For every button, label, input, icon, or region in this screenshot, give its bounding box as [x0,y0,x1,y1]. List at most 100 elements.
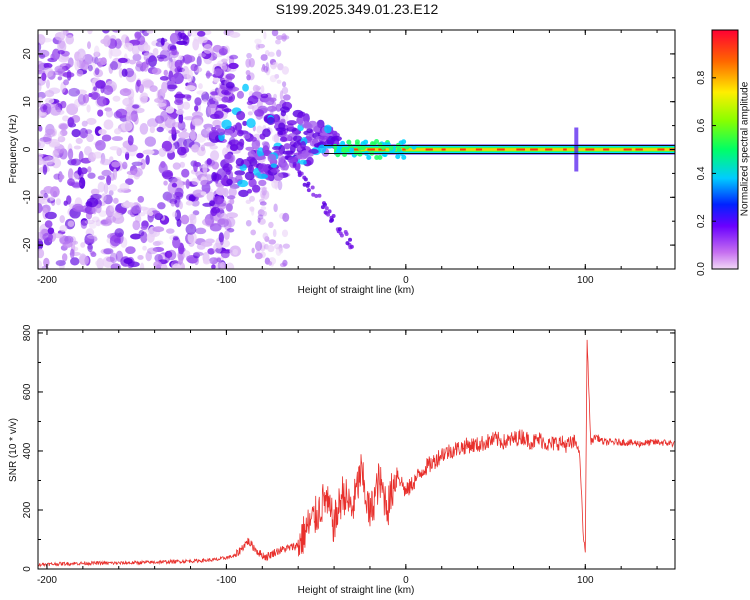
spectral-blob [57,40,67,53]
spectral-blob [100,248,112,255]
colorbar-tick-label: 0.0 [696,262,707,276]
x-tick-label: -200 [37,575,57,586]
spectral-blob [268,51,275,57]
spectral-blob [108,184,118,192]
spectral-blob [268,239,277,245]
spectral-blob [225,262,235,269]
spectral-blob [380,144,386,150]
spectral-blob [38,42,42,52]
y-tick-label: 0 [22,566,33,572]
spectral-blob [222,163,233,173]
spectral-blob [109,146,120,151]
spectral-blob [192,189,205,198]
spectral-blob [97,181,106,193]
spectral-blob [229,198,235,205]
spectral-blob [172,211,178,218]
spectral-blob [81,60,90,71]
spectral-blob [243,133,251,139]
spectral-blob [306,181,311,186]
spectral-blob [123,42,134,50]
spectral-blob [119,182,130,191]
spectral-blob [116,207,127,214]
spectral-blob [245,70,251,76]
spectral-blob [87,172,96,179]
spectral-blob [338,231,343,236]
spectral-blob [217,218,229,228]
spectral-blob [73,145,81,150]
spectral-blob [331,135,342,142]
spectral-blob [296,113,304,119]
spectral-blob [152,241,161,247]
spectral-blob [126,144,138,152]
spectral-blob [275,35,284,41]
spectral-blob [58,131,63,141]
spectral-blob [248,178,257,188]
spectral-blob [270,163,278,168]
spectral-blob [216,257,222,263]
spectral-blob [176,179,183,188]
spectral-blob [51,141,61,147]
spectral-blob [310,185,315,190]
spectral-blob [182,101,191,110]
spectral-blob [38,202,43,214]
spectral-blob [77,94,86,105]
spectral-blob [272,229,277,238]
spectral-blob [91,56,96,64]
spectral-blob [62,115,70,122]
spectral-blob [112,214,125,225]
spectral-blob [135,81,140,93]
spectral-blob [105,109,114,118]
spectral-blob [234,170,246,176]
spectral-blob [110,61,119,71]
spectral-blob [79,167,88,175]
spectral-blob [158,162,168,174]
spectral-blob [244,171,255,181]
spectral-blob [209,200,216,207]
y-tick-label: -10 [22,190,33,205]
carrier-peak [545,148,553,151]
spectral-blob [228,62,239,70]
snr-y-ticks: 0 200 400 600 800 [22,324,675,572]
spectral-blob [152,47,159,56]
spectral-blob [70,158,82,166]
spectral-blob [401,139,407,145]
spectral-blob [282,94,291,101]
spectral-blob [113,128,122,135]
spectral-blob [262,189,270,200]
spectral-blob [232,248,238,256]
spectral-blob [179,161,186,168]
spectral-blob [212,96,222,102]
spectral-blob [96,257,105,269]
spectral-blob [221,96,230,103]
spectral-blob [59,235,72,245]
spectral-blob [105,215,112,226]
spectral-blob [200,179,211,187]
spectral-blob [261,210,268,217]
carrier-peak [516,148,525,151]
spectral-blob [246,118,256,128]
spectral-blob [127,209,137,216]
spectral-blob [91,216,100,223]
spectral-blob [132,167,143,177]
spectral-blob [86,197,99,208]
spectral-blob [223,108,232,113]
spectral-blob [94,67,100,76]
spectral-blob [55,260,66,266]
spectral-blob [161,171,173,178]
spectral-blob [235,158,244,167]
spectral-blob [57,49,65,55]
spectral-blob [366,154,372,160]
spectral-blob [156,126,164,133]
spectral-blob [276,79,282,84]
spectral-blob [213,68,223,76]
spectral-blob [174,187,184,198]
spectral-blob [254,241,263,251]
spectral-blob [80,220,88,229]
spectral-blob [224,153,232,160]
spectral-blob [118,67,124,78]
spectral-blob [282,150,294,155]
spectral-blob [131,161,143,166]
spectral-blob [221,89,229,95]
spectral-blob [108,189,114,196]
spectral-blob [59,215,65,223]
